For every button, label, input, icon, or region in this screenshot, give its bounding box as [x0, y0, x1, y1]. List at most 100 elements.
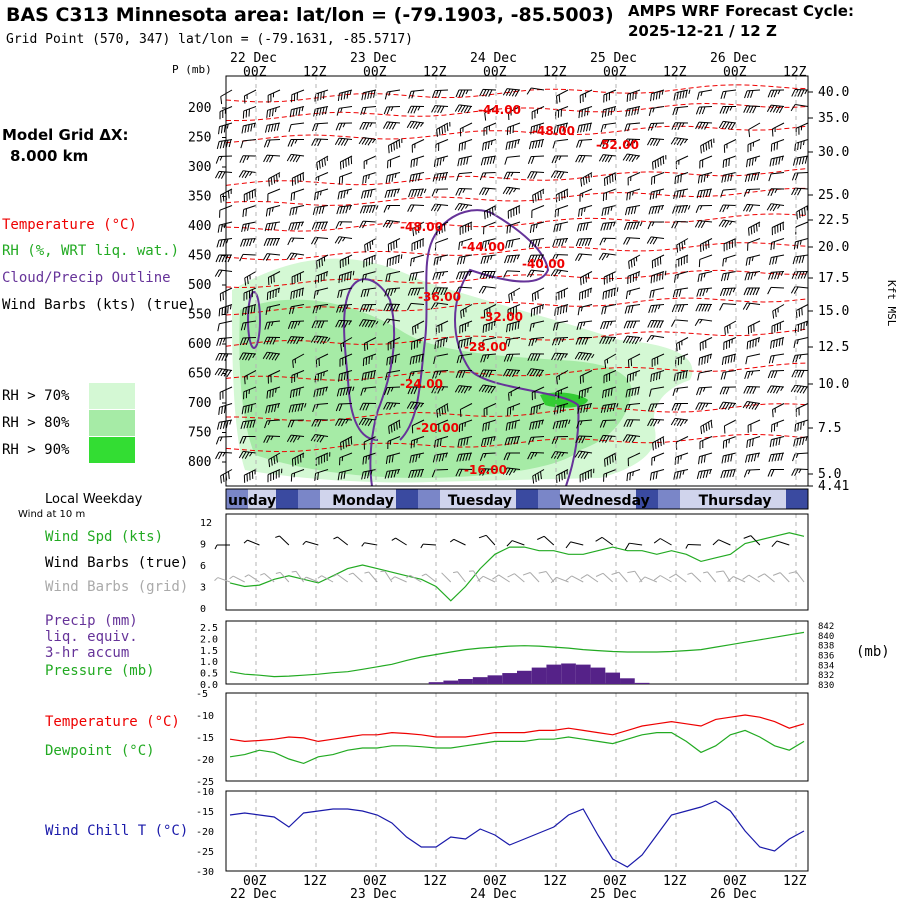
cross-section-wind-barb-flag	[533, 406, 535, 415]
cross-section-wind-barb-flag	[297, 222, 301, 230]
wind-barb-grid	[788, 571, 805, 583]
cross-section-wind-barb-half	[342, 342, 345, 347]
cross-section-wind-barb-half	[467, 322, 469, 327]
cross-section-wind-barb-flag	[291, 178, 294, 186]
cross-section-wind-barb-flag	[558, 474, 561, 482]
cross-section-wind-barb	[385, 172, 401, 184]
cross-section-wind-barb	[289, 205, 305, 216]
cross-section-wind-barb-flag	[574, 450, 580, 458]
cross-section-wind-barb-flag	[702, 288, 706, 297]
cross-section-wind-barb-flag	[408, 91, 412, 99]
cross-section-wind-barb-flag	[316, 435, 322, 443]
cross-section-wind-barb	[362, 353, 377, 367]
cross-section-wind-barb-flag	[703, 174, 706, 182]
cross-section-wind-barb-flag	[431, 386, 436, 394]
wind-barb-true	[361, 542, 378, 547]
cross-section-wind-barb-flag	[708, 189, 712, 197]
cross-section-wind-barb-flag	[457, 340, 460, 349]
cross-section-wind-barb-flag	[406, 120, 412, 128]
cross-section-wind-barb-flag	[270, 457, 273, 466]
height-tick-label: 12.5	[818, 340, 849, 355]
cross-section-wind-barb-staff	[603, 122, 617, 126]
cross-section-wind-barb-half	[806, 321, 808, 326]
cross-section-wind-barb-staff	[579, 106, 593, 111]
cross-section-wind-barb-staff	[316, 254, 329, 262]
cross-section-wind-barb-staff	[411, 469, 425, 472]
cross-section-wind-barb-staff	[266, 139, 281, 141]
cross-section-wind-barb-flag	[247, 353, 253, 361]
cross-section-wind-barb	[600, 320, 617, 330]
cross-section-wind-barb-flag	[652, 162, 654, 170]
cross-section-wind-barb-flag	[769, 203, 775, 211]
cross-section-wind-barb-staff	[650, 418, 665, 421]
weekday-night-band	[516, 489, 538, 509]
cross-section-wind-barb-flag	[227, 190, 230, 199]
cross-section-wind-barb-flag	[387, 441, 389, 449]
cross-section-wind-barb-flag	[723, 470, 727, 478]
cross-section-wind-barb-staff	[554, 352, 569, 355]
cross-section-wind-barb	[436, 403, 449, 418]
cross-section-wind-barb-flag	[731, 240, 733, 248]
cross-section-wind-barb-half	[532, 323, 535, 328]
cross-section-wind-barb-staff	[650, 403, 665, 405]
isotherm-2	[225, 125, 809, 144]
cross-section-wind-barb-staff	[483, 187, 497, 190]
cross-section-wind-barb-flag	[550, 451, 556, 459]
cross-section-wind-barb-half	[327, 337, 331, 342]
cross-section-wind-barb-flag	[701, 106, 706, 115]
cross-section-wind-barb-flag	[722, 204, 727, 213]
cross-section-wind-barb-staff	[795, 238, 809, 243]
wind-chill-line	[229, 800, 805, 868]
cross-section-wind-barb-staff	[435, 172, 449, 175]
cross-section-wind-barb-half	[267, 420, 271, 426]
cross-section-wind-barb-flag	[217, 270, 223, 278]
cross-section-wind-barb-flag	[344, 273, 346, 282]
cross-section-wind-barb-flag	[651, 305, 655, 313]
cross-section-wind-barb-flag	[672, 388, 676, 397]
cross-section-wind-barb-half	[368, 174, 370, 180]
cross-section-wind-barb-flag	[359, 304, 364, 312]
precip-ytick: 2.5	[200, 623, 218, 634]
cross-section-wind-barb	[384, 89, 401, 100]
cross-section-wind-barb-flag	[558, 238, 562, 247]
cross-section-wind-barb	[720, 370, 737, 380]
cross-section-wind-barb-half	[246, 155, 250, 161]
cross-section-wind-barb-staff	[724, 139, 737, 146]
cross-section-wind-barb-staff	[244, 271, 257, 279]
cross-section-wind-barb-staff	[340, 155, 353, 163]
cross-section-wind-barb-staff	[628, 254, 641, 262]
cross-section-wind-barb-flag	[478, 286, 484, 294]
cross-section-wind-barb-flag	[240, 140, 244, 149]
cross-section-wind-barb-staff	[602, 320, 617, 323]
cross-section-wind-barb-flag	[215, 353, 220, 361]
cross-section-wind-barb-flag	[782, 222, 784, 231]
cross-section-wind-barb-half	[516, 370, 520, 375]
cross-section-wind-barb-half	[700, 91, 703, 97]
cross-section-wind-barb-flag	[247, 306, 250, 315]
cross-section-wind-barb-flag	[482, 468, 487, 476]
cross-section-wind-barb	[671, 304, 689, 313]
cross-section-wind-barb-flag	[583, 124, 586, 132]
cross-section-wind-barb-flag	[699, 190, 703, 198]
wind-barb-true-flag	[478, 534, 487, 539]
cross-section-wind-barb-flag	[577, 307, 580, 316]
cross-section-wind-barb-flag	[342, 387, 346, 396]
cross-section-wind-barb-flag	[747, 90, 751, 99]
cross-section-wind-barb-half	[300, 221, 304, 227]
cross-section-wind-barb-flag	[623, 222, 628, 231]
wind-barb-grid	[522, 572, 540, 583]
cross-section-wind-barb-flag	[678, 243, 681, 252]
cross-section-wind-barb	[772, 304, 785, 319]
cross-section-wind-barb-staff	[411, 337, 425, 343]
cross-section-wind-barb-flag	[725, 288, 730, 296]
cross-section-wind-barb-flag	[361, 373, 364, 382]
cross-section-wind-barb-flag	[799, 386, 805, 394]
windchill-ytick: -25	[196, 847, 214, 858]
cross-section-wind-barb-flag	[268, 178, 270, 187]
cross-section-wind-barb-staff	[603, 469, 617, 475]
cross-section-wind-barb-flag	[411, 189, 415, 198]
cross-section-wind-barb-flag	[419, 240, 421, 248]
cross-section-wind-barb-flag	[509, 407, 512, 415]
cross-section-wind-barb-flag	[310, 335, 316, 343]
cross-section-wind-barb-flag	[698, 259, 701, 268]
